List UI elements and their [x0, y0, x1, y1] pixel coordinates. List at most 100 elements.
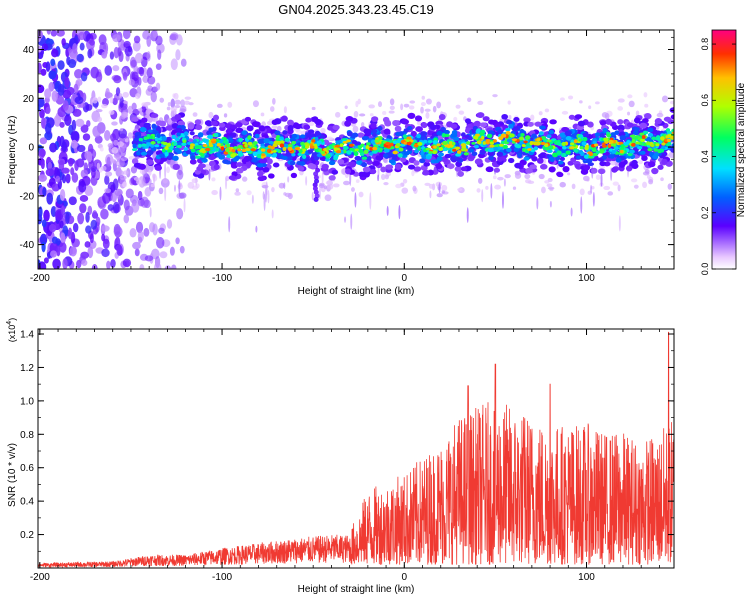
heatmap-cell [282, 130, 288, 135]
heatmap-cell [116, 161, 120, 166]
heatmap-cell [343, 180, 350, 186]
heatmap-cell [586, 178, 590, 182]
heatmap-cell [68, 196, 77, 206]
heatmap-cell [173, 92, 179, 100]
heatmap-cell [670, 135, 674, 140]
heatmap-cell [453, 116, 458, 122]
heatmap-cell [514, 172, 522, 179]
heatmap-cell [438, 113, 446, 121]
heatmap-cell [664, 138, 668, 142]
heatmap-cell [311, 116, 319, 123]
heatmap-cell [344, 120, 352, 127]
heatmap-cell [154, 144, 160, 148]
heatmap-cell [40, 68, 47, 76]
heatmap-cell [131, 148, 138, 152]
heatmap-cell [372, 160, 380, 166]
heatmap-cell [173, 141, 178, 146]
heatmap-cell [647, 161, 656, 168]
heatmap-cell [178, 179, 181, 195]
heatmap-cell [435, 163, 443, 170]
heatmap-cell [287, 146, 293, 151]
heatmap-cell [394, 163, 402, 170]
heatmap-cell [571, 183, 576, 190]
heatmap-cell [489, 144, 495, 148]
heatmap-cell [525, 179, 532, 184]
heatmap-cell [156, 133, 161, 139]
heatmap-cell [438, 182, 441, 194]
heatmap-cell [90, 219, 98, 230]
heatmap-cell [128, 78, 135, 86]
heatmap-cell [334, 144, 341, 148]
heatmap-cell [87, 48, 93, 59]
snr-frame [37, 328, 675, 569]
heatmap-cell [602, 127, 608, 134]
heatmap-cell [189, 131, 195, 136]
heatmap-cell [241, 148, 247, 153]
heatmap-cell [61, 38, 66, 46]
heatmap-cell [105, 88, 110, 100]
heatmap-cell [127, 132, 133, 139]
heatmap-cell [361, 162, 368, 168]
heatmap-cell [141, 105, 146, 113]
heatmap-cell [656, 137, 662, 142]
heatmap-cell [328, 160, 336, 166]
heatmap-cell [152, 30, 158, 39]
heatmap-cell [271, 187, 275, 193]
heatmap-cell [436, 130, 443, 136]
heatmap-cell [363, 171, 370, 178]
heatmap-cell [244, 143, 248, 148]
heatmap-cell [141, 102, 148, 107]
heatmap-cell [513, 147, 520, 153]
heatmap-cell [166, 106, 171, 111]
heatmap-cell [300, 141, 306, 146]
heatmap-cell [271, 119, 279, 126]
heatmap-cell [399, 143, 406, 147]
heatmap-cell [538, 153, 546, 159]
heatmap-cell [416, 133, 421, 139]
heatmap-cell [101, 51, 108, 59]
heatmap-cell [305, 176, 308, 186]
heatmap-cell [670, 107, 674, 113]
heatmap-cell [421, 135, 427, 142]
snr-axes: -200 -100 0 100 0.2 0.4 0.6 0.8 1.0 1.2 1.4 [20, 329, 674, 583]
heatmap-cell [138, 236, 143, 244]
heatmap-cell [131, 116, 139, 122]
heatmap-cell [590, 167, 598, 174]
spectrogram-frame [37, 29, 675, 270]
heatmap-cell [436, 101, 442, 109]
heatmap-cell [346, 139, 352, 143]
heatmap-cell [133, 137, 139, 142]
heatmap-cell [261, 153, 266, 157]
heatmap-cell [207, 134, 214, 139]
heatmap-cell [260, 148, 266, 152]
heatmap-cell [569, 146, 575, 150]
heatmap-cell [441, 184, 448, 192]
heatmap-cell [527, 148, 532, 151]
heatmap-cell [303, 124, 311, 130]
heatmap-cell [631, 138, 636, 143]
heatmap-cell [72, 108, 82, 117]
x-tick-label: 100 [578, 572, 595, 583]
heatmap-cell [457, 170, 465, 177]
heatmap-cell [271, 154, 278, 158]
colorbar-tick-label: 0.6 [700, 94, 710, 107]
heatmap-cell [206, 130, 212, 136]
heatmap-cell [189, 159, 197, 165]
heatmap-cell [436, 193, 443, 198]
heatmap-cell [468, 148, 475, 153]
heatmap-cell [208, 168, 211, 181]
colorbar-ticks: 0.0 0.2 0.4 0.6 0.8 [700, 38, 736, 275]
heatmap-cell [97, 96, 102, 103]
heatmap-cell [116, 190, 122, 200]
heatmap-cell [354, 155, 362, 161]
heatmap-cell [227, 137, 233, 142]
heatmap-cell [506, 119, 513, 125]
heatmap-cell [162, 177, 168, 184]
heatmap-cell [656, 112, 664, 118]
heatmap-cell [76, 144, 86, 153]
heatmap-cell [312, 182, 318, 188]
heatmap-cell [256, 163, 264, 168]
heatmap-cell [374, 139, 380, 143]
heatmap-cell [630, 178, 638, 183]
